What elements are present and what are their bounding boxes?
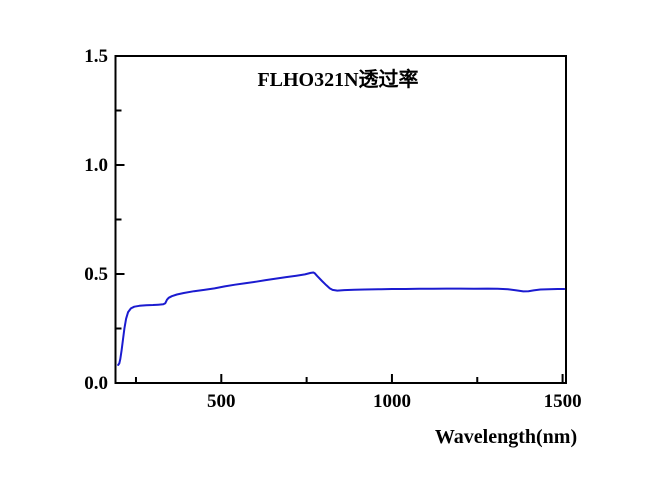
y-axis-tick-labels: 0.0 0.5 1.0 1.5 [84,46,108,394]
y-tick-label: 1.0 [84,155,108,176]
y-tick-label: 0.5 [84,264,108,285]
x-axis-tick-labels: 500 1000 1500 [207,391,582,412]
y-tick-label: 1.5 [84,46,108,67]
plot-frame [114,55,567,384]
x-axis-ticks [134,374,564,382]
x-tick-label: 1500 [544,391,582,412]
x-tick-label: 1000 [373,391,411,412]
x-tick-label: 500 [207,391,236,412]
y-tick-label: 0.0 [84,373,108,394]
chart-title: FLHO321N透过率 [257,67,418,91]
y-axis-ticks [116,55,125,384]
transmittance-curve [117,271,566,366]
x-axis-label: Wavelength(nm) [435,426,577,448]
